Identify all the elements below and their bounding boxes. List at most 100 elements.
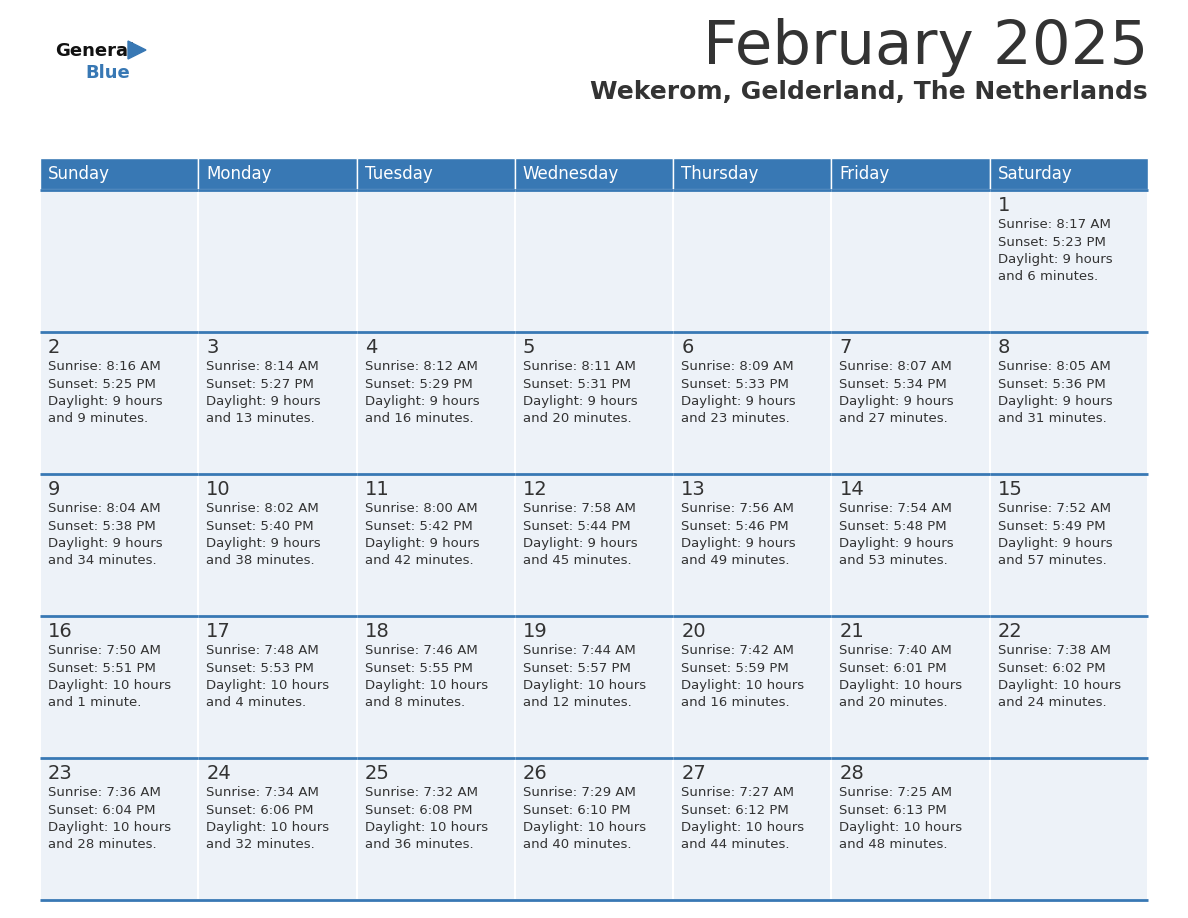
Bar <box>990 332 1148 474</box>
Text: 21: 21 <box>840 622 864 641</box>
Text: Sunrise: 8:05 AM
Sunset: 5:36 PM
Daylight: 9 hours
and 31 minutes.: Sunrise: 8:05 AM Sunset: 5:36 PM Dayligh… <box>998 360 1112 426</box>
Bar <box>674 616 832 758</box>
Text: Sunrise: 7:46 AM
Sunset: 5:55 PM
Daylight: 10 hours
and 8 minutes.: Sunrise: 7:46 AM Sunset: 5:55 PM Dayligh… <box>365 644 488 710</box>
Text: February 2025: February 2025 <box>702 18 1148 77</box>
Bar <box>40 158 198 190</box>
Bar <box>356 158 514 190</box>
Bar <box>40 616 198 758</box>
Text: Wednesday: Wednesday <box>523 165 619 183</box>
Text: Sunrise: 7:44 AM
Sunset: 5:57 PM
Daylight: 10 hours
and 12 minutes.: Sunrise: 7:44 AM Sunset: 5:57 PM Dayligh… <box>523 644 646 710</box>
Text: 12: 12 <box>523 480 548 499</box>
Bar <box>514 158 674 190</box>
Text: Sunrise: 8:09 AM
Sunset: 5:33 PM
Daylight: 9 hours
and 23 minutes.: Sunrise: 8:09 AM Sunset: 5:33 PM Dayligh… <box>681 360 796 426</box>
Text: 18: 18 <box>365 622 390 641</box>
Text: 5: 5 <box>523 338 536 357</box>
Text: Sunrise: 8:11 AM
Sunset: 5:31 PM
Daylight: 9 hours
and 20 minutes.: Sunrise: 8:11 AM Sunset: 5:31 PM Dayligh… <box>523 360 638 426</box>
Text: 1: 1 <box>998 196 1010 215</box>
Bar <box>832 190 990 332</box>
Bar <box>514 758 674 900</box>
Text: General: General <box>55 42 134 60</box>
Bar <box>198 474 356 616</box>
Text: 28: 28 <box>840 764 864 783</box>
Text: Sunday: Sunday <box>48 165 110 183</box>
Text: Sunrise: 8:07 AM
Sunset: 5:34 PM
Daylight: 9 hours
and 27 minutes.: Sunrise: 8:07 AM Sunset: 5:34 PM Dayligh… <box>840 360 954 426</box>
Text: Sunrise: 8:02 AM
Sunset: 5:40 PM
Daylight: 9 hours
and 38 minutes.: Sunrise: 8:02 AM Sunset: 5:40 PM Dayligh… <box>207 502 321 567</box>
Text: Sunrise: 7:40 AM
Sunset: 6:01 PM
Daylight: 10 hours
and 20 minutes.: Sunrise: 7:40 AM Sunset: 6:01 PM Dayligh… <box>840 644 962 710</box>
Text: 25: 25 <box>365 764 390 783</box>
Text: 14: 14 <box>840 480 864 499</box>
Bar <box>832 474 990 616</box>
Text: 10: 10 <box>207 480 230 499</box>
Text: 4: 4 <box>365 338 377 357</box>
Text: 2: 2 <box>48 338 61 357</box>
Bar <box>198 616 356 758</box>
Bar <box>514 616 674 758</box>
Bar <box>198 190 356 332</box>
Bar <box>40 190 198 332</box>
Text: Sunrise: 8:14 AM
Sunset: 5:27 PM
Daylight: 9 hours
and 13 minutes.: Sunrise: 8:14 AM Sunset: 5:27 PM Dayligh… <box>207 360 321 426</box>
Text: 6: 6 <box>681 338 694 357</box>
Text: 26: 26 <box>523 764 548 783</box>
Text: Sunrise: 7:48 AM
Sunset: 5:53 PM
Daylight: 10 hours
and 4 minutes.: Sunrise: 7:48 AM Sunset: 5:53 PM Dayligh… <box>207 644 329 710</box>
Bar <box>356 616 514 758</box>
Bar <box>198 758 356 900</box>
Text: 22: 22 <box>998 622 1023 641</box>
Text: Sunrise: 7:36 AM
Sunset: 6:04 PM
Daylight: 10 hours
and 28 minutes.: Sunrise: 7:36 AM Sunset: 6:04 PM Dayligh… <box>48 786 171 852</box>
Text: Sunrise: 8:12 AM
Sunset: 5:29 PM
Daylight: 9 hours
and 16 minutes.: Sunrise: 8:12 AM Sunset: 5:29 PM Dayligh… <box>365 360 479 426</box>
Text: Sunrise: 7:52 AM
Sunset: 5:49 PM
Daylight: 9 hours
and 57 minutes.: Sunrise: 7:52 AM Sunset: 5:49 PM Dayligh… <box>998 502 1112 567</box>
Bar <box>832 332 990 474</box>
Bar <box>514 190 674 332</box>
Bar <box>990 616 1148 758</box>
Text: 16: 16 <box>48 622 72 641</box>
Text: Sunrise: 7:32 AM
Sunset: 6:08 PM
Daylight: 10 hours
and 36 minutes.: Sunrise: 7:32 AM Sunset: 6:08 PM Dayligh… <box>365 786 488 852</box>
Text: Wekerom, Gelderland, The Netherlands: Wekerom, Gelderland, The Netherlands <box>590 80 1148 104</box>
Text: Sunrise: 7:34 AM
Sunset: 6:06 PM
Daylight: 10 hours
and 32 minutes.: Sunrise: 7:34 AM Sunset: 6:06 PM Dayligh… <box>207 786 329 852</box>
Text: Monday: Monday <box>207 165 272 183</box>
Text: Sunrise: 7:50 AM
Sunset: 5:51 PM
Daylight: 10 hours
and 1 minute.: Sunrise: 7:50 AM Sunset: 5:51 PM Dayligh… <box>48 644 171 710</box>
Bar <box>514 474 674 616</box>
Text: Sunrise: 7:25 AM
Sunset: 6:13 PM
Daylight: 10 hours
and 48 minutes.: Sunrise: 7:25 AM Sunset: 6:13 PM Dayligh… <box>840 786 962 852</box>
Bar <box>198 158 356 190</box>
Text: Friday: Friday <box>840 165 890 183</box>
Text: Sunrise: 8:17 AM
Sunset: 5:23 PM
Daylight: 9 hours
and 6 minutes.: Sunrise: 8:17 AM Sunset: 5:23 PM Dayligh… <box>998 218 1112 284</box>
Text: Sunrise: 7:38 AM
Sunset: 6:02 PM
Daylight: 10 hours
and 24 minutes.: Sunrise: 7:38 AM Sunset: 6:02 PM Dayligh… <box>998 644 1120 710</box>
Text: 24: 24 <box>207 764 230 783</box>
Text: 27: 27 <box>681 764 706 783</box>
Text: Sunrise: 8:04 AM
Sunset: 5:38 PM
Daylight: 9 hours
and 34 minutes.: Sunrise: 8:04 AM Sunset: 5:38 PM Dayligh… <box>48 502 163 567</box>
Text: 23: 23 <box>48 764 72 783</box>
Text: Sunrise: 7:42 AM
Sunset: 5:59 PM
Daylight: 10 hours
and 16 minutes.: Sunrise: 7:42 AM Sunset: 5:59 PM Dayligh… <box>681 644 804 710</box>
Text: 13: 13 <box>681 480 706 499</box>
Bar <box>990 190 1148 332</box>
Bar <box>40 474 198 616</box>
Bar <box>674 758 832 900</box>
Text: 9: 9 <box>48 480 61 499</box>
Bar <box>356 332 514 474</box>
Text: Thursday: Thursday <box>681 165 758 183</box>
Text: Sunrise: 7:27 AM
Sunset: 6:12 PM
Daylight: 10 hours
and 44 minutes.: Sunrise: 7:27 AM Sunset: 6:12 PM Dayligh… <box>681 786 804 852</box>
Bar <box>990 758 1148 900</box>
Text: Tuesday: Tuesday <box>365 165 432 183</box>
Text: Saturday: Saturday <box>998 165 1073 183</box>
Text: 3: 3 <box>207 338 219 357</box>
Text: 19: 19 <box>523 622 548 641</box>
Bar <box>674 190 832 332</box>
Bar <box>40 758 198 900</box>
Bar <box>832 616 990 758</box>
Bar <box>674 474 832 616</box>
Polygon shape <box>128 41 146 59</box>
Bar <box>514 332 674 474</box>
Text: 11: 11 <box>365 480 390 499</box>
Bar <box>356 474 514 616</box>
Bar <box>356 190 514 332</box>
Text: Blue: Blue <box>86 64 129 82</box>
Bar <box>990 158 1148 190</box>
Text: 8: 8 <box>998 338 1010 357</box>
Bar <box>990 474 1148 616</box>
Text: 20: 20 <box>681 622 706 641</box>
Bar <box>356 758 514 900</box>
Text: 7: 7 <box>840 338 852 357</box>
Bar <box>832 758 990 900</box>
Bar <box>674 158 832 190</box>
Text: Sunrise: 7:29 AM
Sunset: 6:10 PM
Daylight: 10 hours
and 40 minutes.: Sunrise: 7:29 AM Sunset: 6:10 PM Dayligh… <box>523 786 646 852</box>
Bar <box>198 332 356 474</box>
